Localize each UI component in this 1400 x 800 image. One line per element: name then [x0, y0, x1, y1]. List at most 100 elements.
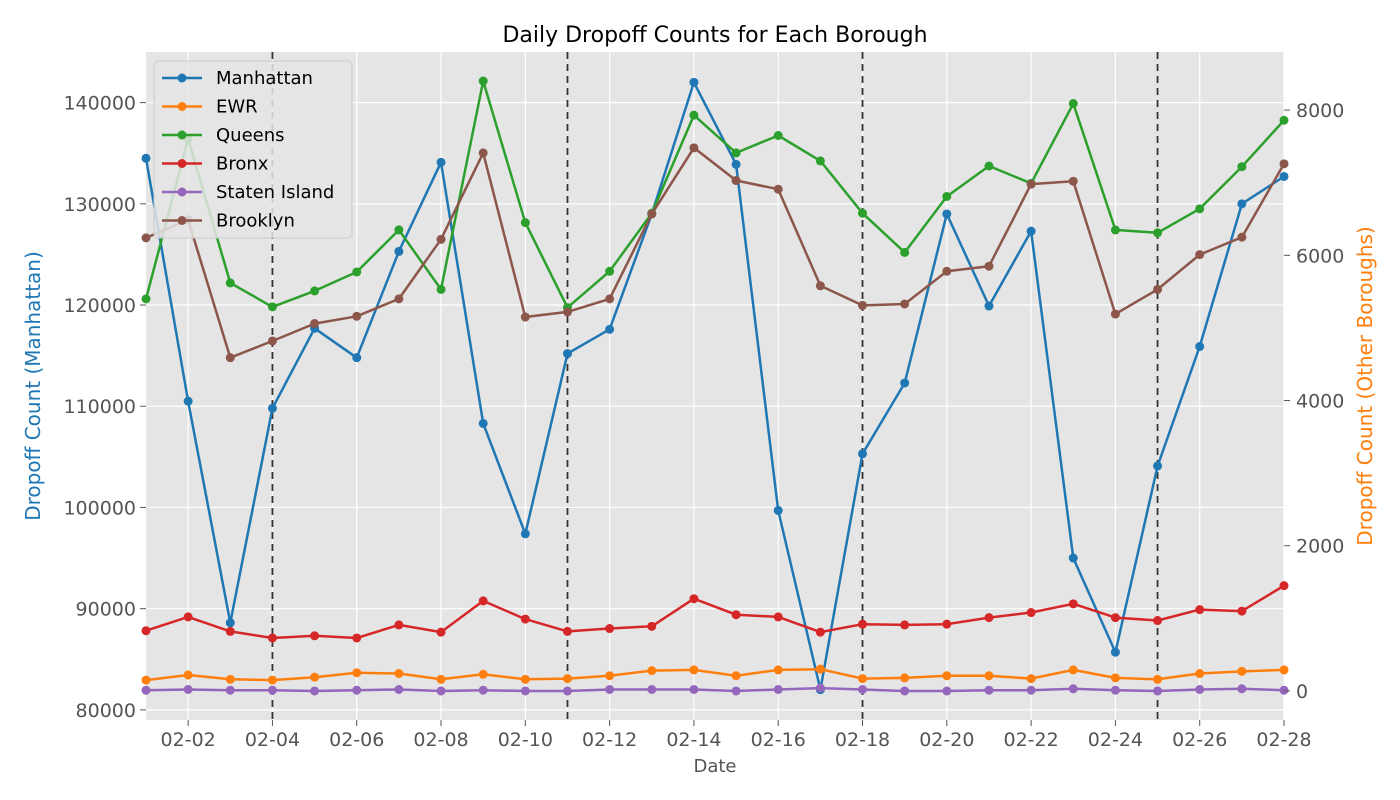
data-point-staten-island [731, 686, 741, 696]
data-point-staten-island [1237, 684, 1247, 694]
data-point-ewr [478, 669, 488, 679]
data-point-queens [436, 284, 446, 294]
x-tick-label: 02-08 [413, 729, 468, 751]
data-point-queens [984, 161, 994, 171]
data-point-manhattan [942, 209, 952, 219]
legend-item-ewr: EWR [162, 97, 258, 118]
data-point-bronx [605, 624, 615, 634]
y-left-tick-label: 140000 [63, 93, 136, 115]
x-tick-label: 02-26 [1172, 729, 1227, 751]
legend-label: Queens [216, 125, 285, 146]
data-point-manhattan [225, 618, 235, 628]
x-tick-label: 02-22 [1004, 729, 1059, 751]
data-point-brooklyn [1279, 159, 1289, 169]
data-point-brooklyn [141, 233, 151, 243]
data-point-ewr [394, 669, 404, 679]
legend-swatch-marker [177, 102, 187, 111]
data-point-staten-island [1068, 684, 1078, 694]
data-point-manhattan [1026, 226, 1036, 236]
legend-item-staten-island: Staten Island [162, 182, 334, 203]
data-point-bronx [689, 594, 699, 604]
data-point-queens [352, 267, 362, 277]
data-point-manhattan [520, 529, 530, 539]
data-point-bronx [141, 626, 151, 636]
data-point-brooklyn [225, 353, 235, 363]
data-point-ewr [858, 674, 868, 684]
data-point-brooklyn [858, 300, 868, 310]
data-point-brooklyn [1237, 232, 1247, 242]
data-point-ewr [183, 670, 193, 680]
x-tick-label: 02-24 [1088, 729, 1143, 751]
data-point-queens [689, 110, 699, 120]
chart-title: Daily Dropoff Counts for Each Borough [502, 23, 927, 48]
data-point-manhattan [478, 418, 488, 428]
data-point-brooklyn [731, 176, 741, 186]
data-point-staten-island [183, 685, 193, 695]
data-point-queens [900, 247, 910, 257]
data-point-staten-island [900, 686, 910, 696]
data-point-brooklyn [605, 294, 615, 304]
data-point-queens [394, 225, 404, 235]
data-point-ewr [352, 668, 362, 678]
data-point-bronx [183, 612, 193, 622]
data-point-manhattan [689, 77, 699, 87]
data-point-bronx [520, 614, 530, 624]
series-line-ewr [145, 667, 1285, 682]
data-point-queens [605, 266, 615, 276]
legend-item-brooklyn: Brooklyn [162, 211, 295, 232]
data-point-manhattan [267, 403, 277, 413]
data-point-staten-island [562, 686, 572, 696]
y-right-tick-label: 2000 [1296, 536, 1344, 558]
data-point-staten-island [1195, 685, 1205, 695]
data-point-brooklyn [436, 234, 446, 244]
data-point-manhattan [900, 378, 910, 388]
data-point-ewr [1068, 665, 1078, 675]
legend-swatch-marker [177, 130, 187, 140]
data-point-bronx [858, 619, 868, 629]
legend-label: Staten Island [216, 182, 334, 203]
y-left-tick-label: 110000 [63, 396, 136, 418]
data-point-staten-island [942, 686, 952, 696]
x-tick-label: 02-28 [1256, 729, 1311, 751]
data-point-staten-island [225, 685, 235, 695]
data-point-queens [520, 218, 530, 228]
data-point-queens [141, 294, 151, 304]
data-point-manhattan [1068, 553, 1078, 563]
data-point-brooklyn [815, 281, 825, 291]
data-point-ewr [1153, 674, 1163, 684]
data-point-staten-island [394, 685, 404, 695]
data-point-bronx [310, 631, 320, 641]
data-point-bronx [900, 620, 910, 630]
data-point-queens [267, 302, 277, 312]
series-line-staten-island [145, 686, 1285, 693]
data-point-brooklyn [267, 336, 277, 346]
data-point-staten-island [605, 685, 615, 695]
y-axis-left-label: Dropoff Count (Manhattan) [21, 251, 45, 521]
data-point-ewr [562, 674, 572, 684]
data-point-manhattan [1279, 171, 1289, 181]
data-point-queens [1068, 99, 1078, 109]
data-point-bronx [394, 620, 404, 630]
data-point-ewr [436, 674, 446, 684]
legend: Manhattan EWR Queens Bronx Staten Island Broo… [153, 60, 353, 239]
data-point-bronx [478, 596, 488, 606]
data-point-staten-island [352, 685, 362, 695]
legend-swatch-marker [177, 187, 187, 197]
data-point-ewr [141, 675, 151, 685]
data-point-bronx [1195, 605, 1205, 615]
data-point-bronx [1068, 599, 1078, 609]
x-tick-label: 02-18 [835, 729, 890, 751]
legend-box [153, 60, 353, 239]
data-point-brooklyn [352, 311, 362, 321]
legend-item-bronx: Bronx [162, 154, 269, 175]
data-point-bronx [1153, 616, 1163, 626]
legend-item-queens: Queens [162, 125, 285, 146]
data-point-queens [478, 76, 488, 86]
series-line-manhattan [144, 81, 1285, 691]
data-point-brooklyn [942, 266, 952, 276]
legend-swatch-marker [177, 73, 187, 83]
data-point-queens [773, 131, 783, 140]
data-point-staten-island [984, 685, 994, 695]
data-point-queens [858, 208, 868, 218]
